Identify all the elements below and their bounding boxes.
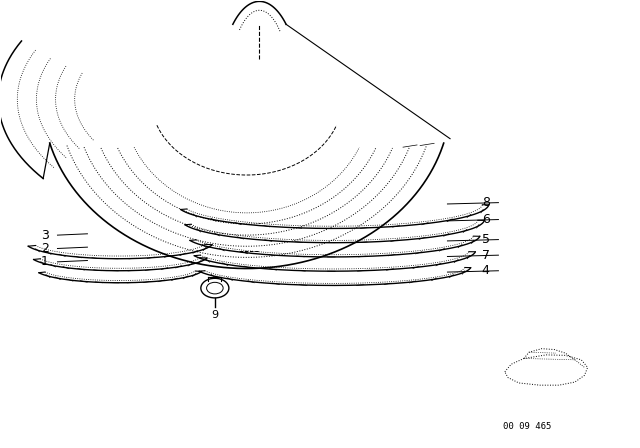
Text: 6: 6 <box>482 213 490 226</box>
Text: 7: 7 <box>482 249 490 262</box>
Text: 1: 1 <box>41 255 49 268</box>
Text: 00 09 465: 00 09 465 <box>503 422 551 431</box>
Text: 8: 8 <box>482 196 490 209</box>
Text: 3: 3 <box>41 228 49 241</box>
Text: 4: 4 <box>482 264 490 277</box>
Text: 2: 2 <box>41 242 49 255</box>
Text: 5: 5 <box>482 233 490 246</box>
Text: 9: 9 <box>211 310 218 320</box>
